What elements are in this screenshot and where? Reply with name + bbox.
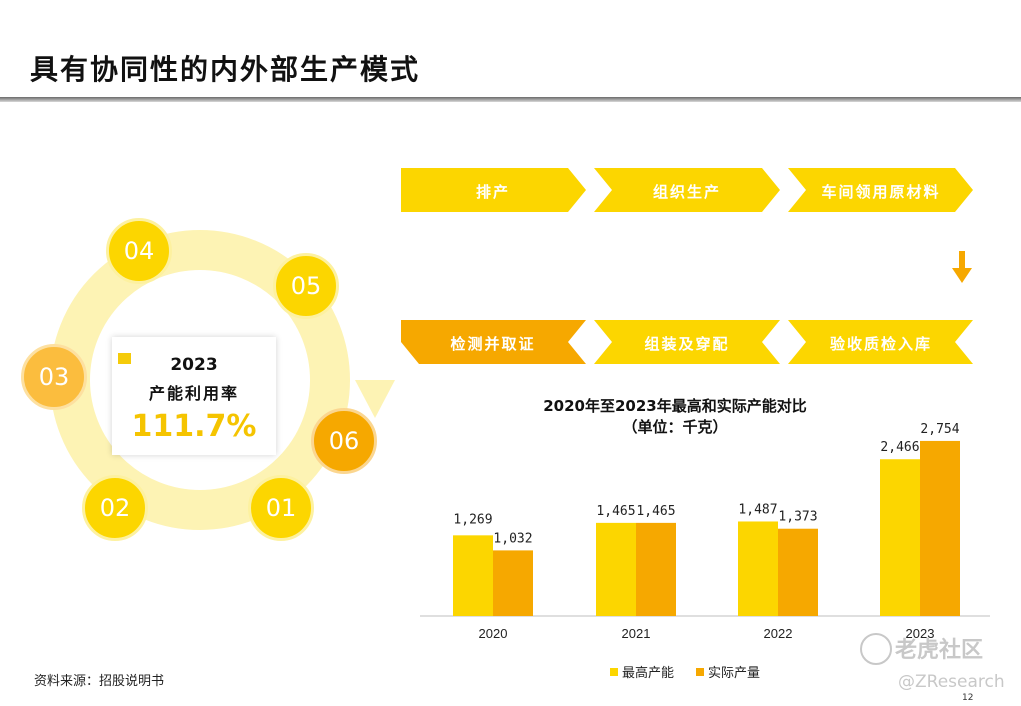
data-label: 1,269 — [453, 512, 492, 527]
data-label: 2,466 — [880, 440, 919, 455]
chart-title: 2020年至2023年最高和实际产能对比 — [543, 397, 807, 415]
flow-step-shape — [594, 320, 780, 364]
cycle-node-label: 03 — [38, 363, 70, 391]
flow-step-schedule: 排产 — [475, 183, 510, 201]
watermark-text: 老虎社区 — [895, 638, 984, 663]
page-title: 具有协同性的内外部生产模式 — [30, 53, 421, 86]
bar-max-capacity-2020 — [453, 535, 493, 616]
flow-step-test-certify: 检测并取证 — [450, 335, 536, 353]
card-marker — [118, 353, 131, 364]
data-label: 1,487 — [738, 502, 777, 517]
x-tick-label: 2021 — [622, 626, 651, 641]
cycle-node-03: 03 — [21, 344, 87, 410]
page-number: 12 — [962, 693, 974, 703]
cycle-node-04: 04 — [106, 218, 172, 284]
title-divider — [0, 97, 1021, 102]
flow-step-shape — [401, 168, 586, 212]
data-label: 1,373 — [778, 510, 817, 525]
cycle-node-label: 02 — [99, 494, 131, 522]
legend-swatch — [610, 668, 618, 676]
cycle-node-05: 05 — [273, 253, 339, 319]
flow-step-assemble: 组装及穿配 — [644, 335, 730, 353]
data-label: 1,465 — [596, 504, 635, 519]
chart-subtitle: （单位：千克） — [622, 418, 728, 436]
utilization-year: 2023 — [170, 355, 218, 375]
cycle-node-label: 01 — [265, 494, 297, 522]
watermark-logo-icon — [860, 633, 892, 665]
flow-step-shape — [594, 168, 780, 212]
utilization-value: 111.7% — [131, 409, 257, 444]
legend-label: 实际产量 — [708, 666, 760, 681]
legend-label: 最高产能 — [622, 665, 674, 681]
cycle-arrowhead — [355, 380, 395, 418]
bar-max-capacity-2023 — [880, 459, 920, 616]
legend-swatch — [696, 668, 704, 676]
flow-step-materials: 车间领用原材料 — [821, 183, 941, 201]
flow-step-organize: 组织生产 — [652, 183, 721, 201]
cycle-node-label: 05 — [290, 272, 322, 300]
cycle-node-02: 02 — [82, 475, 148, 541]
flow-down-arrow-icon — [959, 251, 965, 271]
bar-max-capacity-2021 — [596, 522, 636, 616]
flow-step-shape — [788, 168, 973, 212]
bar-actual-output-2020 — [493, 550, 533, 616]
cycle-node-label: 06 — [328, 427, 360, 455]
flow-step-shape — [788, 320, 973, 364]
data-label: 1,465 — [636, 504, 675, 519]
bar-actual-output-2021 — [636, 522, 676, 616]
x-tick-label: 2020 — [479, 626, 508, 641]
data-label: 1,032 — [493, 531, 532, 546]
x-tick-label: 2023 — [906, 626, 935, 641]
utilization-label: 产能利用率 — [148, 384, 239, 403]
source-note: 资料来源：招股说明书 — [34, 674, 165, 689]
utilization-card: 2023 产能利用率 111.7% — [112, 337, 276, 455]
bar-actual-output-2022 — [778, 528, 818, 616]
flow-down-arrow-head — [952, 268, 972, 283]
cycle-node-06: 06 — [311, 408, 377, 474]
flow-step-shape — [401, 320, 586, 364]
x-tick-label: 2022 — [764, 626, 793, 641]
data-label: 2,754 — [920, 422, 959, 437]
bar-actual-output-2023 — [920, 440, 960, 616]
bar-max-capacity-2022 — [738, 521, 778, 616]
watermark-handle: @ZResearch — [898, 672, 1005, 692]
flow-step-inspect-store: 验收质检入库 — [829, 335, 932, 353]
cycle-node-01: 01 — [248, 475, 314, 541]
cycle-node-label: 04 — [123, 237, 155, 265]
